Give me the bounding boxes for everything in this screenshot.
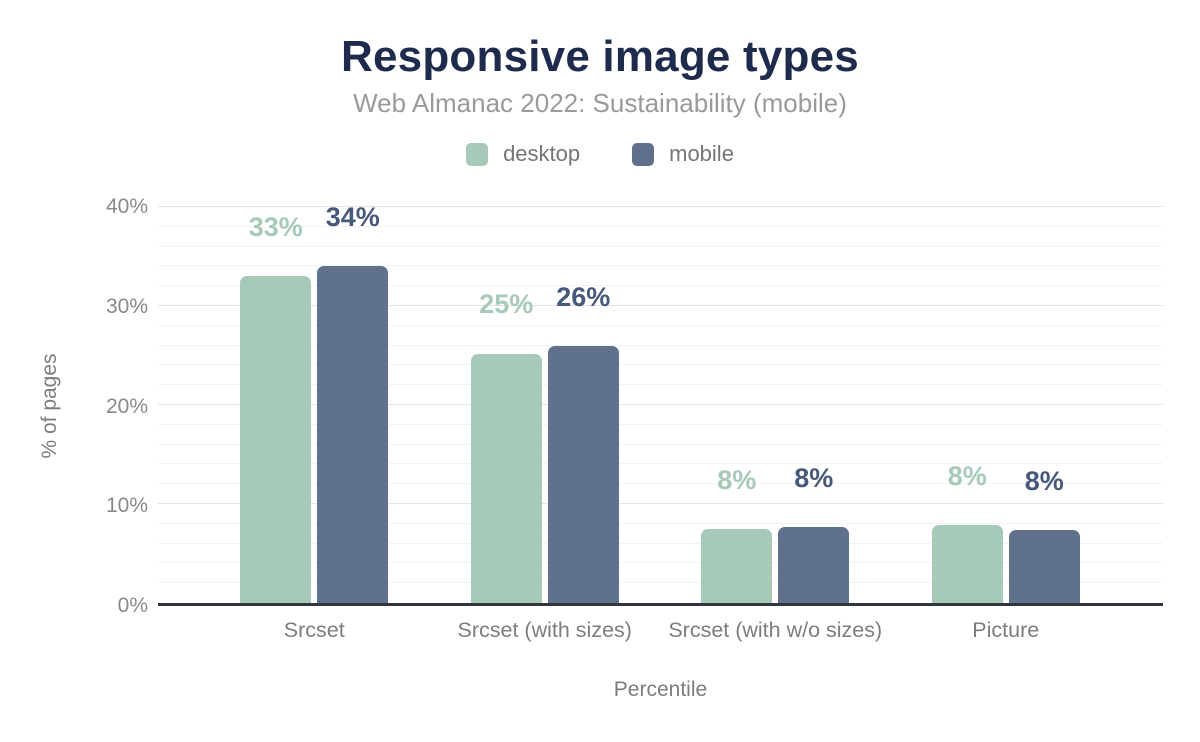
bar-desktop-2: 25% <box>470 289 542 603</box>
chart-subtitle: Web Almanac 2022: Sustainability (mobile… <box>353 88 847 118</box>
gridline-minor <box>158 522 1163 524</box>
gridline-minor <box>158 562 1163 564</box>
bar-value-label-mobile: 34% <box>325 202 380 233</box>
bar-mobile-2: 26% <box>547 282 619 603</box>
legend: desktop mobile <box>0 141 1200 167</box>
gridline-minor <box>158 384 1163 386</box>
bar-group-2: 25% 26% <box>430 207 661 603</box>
bar-rect-desktop[interactable] <box>240 276 312 603</box>
bar-group-1: 33% 34% <box>199 202 430 603</box>
gridline-major <box>158 503 1163 504</box>
bar-rect-mobile[interactable] <box>1008 529 1080 603</box>
bar-value-label-mobile: 8% <box>1024 465 1064 496</box>
y-tick-label: 0% <box>117 594 148 617</box>
bar-rect-desktop[interactable] <box>931 524 1003 603</box>
legend-item-desktop[interactable]: desktop <box>466 141 580 167</box>
legend-label-mobile: mobile <box>669 141 734 166</box>
gridline-minor <box>158 344 1163 346</box>
bar-value-label-desktop: 33% <box>248 212 303 243</box>
x-axis-ticks: Srcset Srcset (with sizes) Srcset (with w/… <box>158 618 1163 643</box>
bar-rect-mobile[interactable] <box>317 266 389 603</box>
y-tick-label: 20% <box>105 394 148 418</box>
gridline-major <box>158 305 1163 306</box>
bars-row: 33% 34% 25% 26% 8% 8% 8% 8% <box>199 202 1122 603</box>
y-tick-label: 40% <box>105 195 148 218</box>
gridline-minor <box>158 364 1163 366</box>
bar-mobile-3: 8% <box>778 463 850 603</box>
gridline-minor <box>158 225 1163 227</box>
x-axis-title: Percentile <box>613 678 708 701</box>
gridline-minor <box>158 483 1163 485</box>
bar-value-label-desktop: 8% <box>717 464 757 495</box>
y-axis-title: % of pages <box>38 353 61 459</box>
bar-desktop-1: 33% <box>240 212 312 603</box>
bar-desktop-4: 8% <box>931 461 1003 603</box>
y-tick-label: 30% <box>105 294 148 318</box>
y-tick-label: 10% <box>105 494 148 518</box>
bar-value-label-mobile: 26% <box>556 281 611 312</box>
gridline-minor <box>158 542 1163 544</box>
gridline-minor <box>158 245 1163 247</box>
gridline-minor <box>158 443 1163 445</box>
bar-rect-desktop[interactable] <box>701 528 773 603</box>
bar-value-label-desktop: 8% <box>947 460 987 491</box>
y-axis-ticks: 0% 10% 20% 30% 40% <box>0 195 148 617</box>
x-tick-label: Srcset <box>283 618 345 642</box>
bar-rect-mobile[interactable] <box>778 526 850 603</box>
legend-label-desktop: desktop <box>503 141 581 166</box>
bar-rect-mobile[interactable] <box>547 345 619 603</box>
x-tick-label: Srcset (with sizes) <box>457 618 632 642</box>
bar-value-label-desktop: 25% <box>479 289 534 320</box>
gridline-major <box>158 404 1163 405</box>
bar-mobile-1: 34% <box>317 202 389 603</box>
chart-title: Responsive image types <box>341 32 859 81</box>
gridline-major <box>158 206 1163 207</box>
bar-desktop-3: 8% <box>701 465 773 603</box>
bar-value-label-mobile: 8% <box>794 462 834 493</box>
x-tick-label: Srcset (with w/o sizes) <box>668 618 883 642</box>
bar-group-3: 8% 8% <box>660 207 891 603</box>
gridline-minor <box>158 463 1163 465</box>
plot-area: 33% 34% 25% 26% 8% 8% 8% 8% <box>158 202 1163 606</box>
bar-group-4: 8% 8% <box>891 207 1122 603</box>
bar-rect-desktop[interactable] <box>470 353 542 603</box>
legend-item-mobile[interactable]: mobile <box>632 141 734 167</box>
gridline-minor <box>158 582 1163 584</box>
x-tick-label: Picture <box>972 618 1040 642</box>
gridline-minor <box>158 285 1163 287</box>
gridline-minor <box>158 423 1163 425</box>
mobile-swatch-icon <box>632 142 655 166</box>
gridline-minor <box>158 324 1163 326</box>
gridline-minor <box>158 265 1163 267</box>
desktop-swatch-icon <box>466 142 489 166</box>
bar-mobile-4: 8% <box>1008 466 1080 603</box>
